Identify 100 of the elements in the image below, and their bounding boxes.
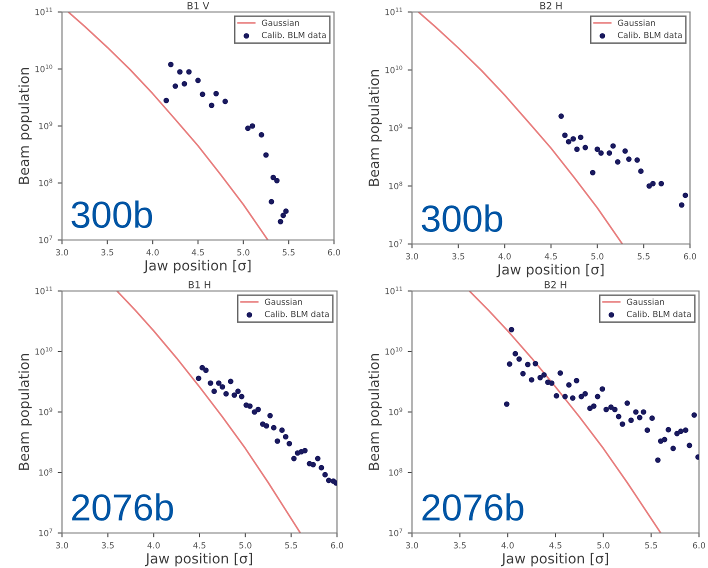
x-tick-label: 4.5 — [549, 542, 562, 548]
legend-label: Gaussian — [618, 20, 655, 26]
point — [255, 406, 261, 412]
point — [548, 380, 554, 386]
y-tick-label: 10$^{10}$ — [385, 66, 402, 74]
x-tick-label: 6.0 — [692, 542, 706, 548]
point — [250, 123, 256, 129]
point — [278, 218, 284, 224]
point — [282, 434, 288, 440]
point — [222, 98, 228, 104]
x-tick-label: 4.5 — [544, 253, 557, 260]
point — [506, 361, 512, 367]
point — [203, 367, 209, 374]
legend-label: Gaussian — [262, 20, 299, 26]
y-tick-label: 10$^{11}$ — [385, 8, 402, 16]
x-axis-title: Jaw position [σ] — [501, 552, 608, 566]
y-tick-label: 10$^{9}$ — [39, 408, 52, 416]
point — [691, 412, 697, 418]
chart-title: B2 H — [540, 2, 562, 10]
x-tick-label: 5.0 — [237, 249, 250, 256]
point — [574, 378, 580, 384]
point — [258, 132, 264, 138]
x-tick-label: 3.5 — [102, 542, 114, 548]
point — [211, 388, 217, 394]
x-tick-label: 4.5 — [193, 542, 206, 548]
point — [172, 83, 178, 89]
point — [532, 360, 538, 366]
annotation: 2076b — [422, 493, 524, 521]
point — [286, 440, 292, 446]
legend-label: Calib. BLM data — [262, 32, 326, 38]
point — [638, 168, 644, 174]
point — [520, 370, 526, 376]
point — [558, 113, 564, 119]
point — [606, 150, 612, 156]
point — [302, 448, 308, 454]
annotation: 300b — [72, 200, 152, 228]
point — [208, 380, 214, 386]
x-tick-label: 5.5 — [638, 253, 650, 260]
point — [270, 174, 276, 180]
point — [578, 394, 584, 400]
x-tick-label: 3.0 — [56, 249, 68, 256]
point — [658, 180, 664, 186]
point — [322, 472, 328, 478]
x-tick-label: 5.0 — [597, 542, 610, 548]
y-axis-title: Beam population — [18, 68, 32, 184]
x-tick-label: 4.0 — [147, 542, 160, 548]
point — [614, 159, 620, 165]
point — [666, 426, 672, 432]
point — [524, 362, 531, 368]
x-tick-label: 3.0 — [406, 253, 418, 260]
point — [223, 391, 229, 397]
legend-label: Calib. BLM data — [264, 310, 329, 318]
point — [228, 378, 234, 384]
point — [220, 384, 226, 390]
point — [678, 428, 684, 434]
x-tick-label: 5.0 — [239, 542, 252, 548]
point — [508, 326, 514, 332]
y-tick-label: 10$^{8}$ — [389, 468, 402, 476]
point — [594, 394, 600, 400]
x-tick-label: 6.0 — [684, 253, 696, 260]
x-tick-label: 6.0 — [328, 249, 340, 256]
point — [650, 180, 656, 186]
point — [628, 417, 634, 424]
point — [232, 392, 238, 398]
point — [626, 156, 632, 162]
point — [516, 356, 522, 362]
x-tick-label: 6.0 — [330, 542, 344, 548]
point — [291, 456, 297, 462]
point — [658, 438, 664, 444]
point — [528, 377, 534, 383]
point — [610, 143, 616, 149]
point — [168, 62, 174, 68]
point — [213, 90, 219, 96]
point — [274, 438, 280, 444]
point — [268, 198, 274, 204]
y-tick-label: 10$^{7}$ — [39, 236, 52, 244]
point — [620, 421, 626, 427]
point — [634, 157, 640, 163]
point — [562, 132, 568, 138]
point — [238, 394, 244, 400]
point — [590, 170, 596, 176]
point — [622, 148, 628, 154]
chart-title: B2 H — [544, 281, 566, 288]
y-tick-label: 10$^{10}$ — [385, 347, 402, 355]
point — [608, 404, 614, 410]
x-tick-label: 4.5 — [192, 249, 204, 256]
legend-label: Gaussian — [626, 298, 664, 305]
point — [200, 92, 206, 98]
point — [624, 400, 630, 406]
x-tick-label: 5.0 — [591, 253, 604, 260]
point — [594, 146, 600, 152]
point — [574, 146, 580, 152]
point — [186, 69, 192, 75]
point — [649, 415, 655, 421]
point — [245, 126, 251, 132]
point — [682, 192, 688, 198]
point — [554, 393, 560, 399]
point — [326, 478, 332, 484]
x-tick-label: 5.5 — [645, 542, 658, 548]
point — [537, 374, 543, 380]
